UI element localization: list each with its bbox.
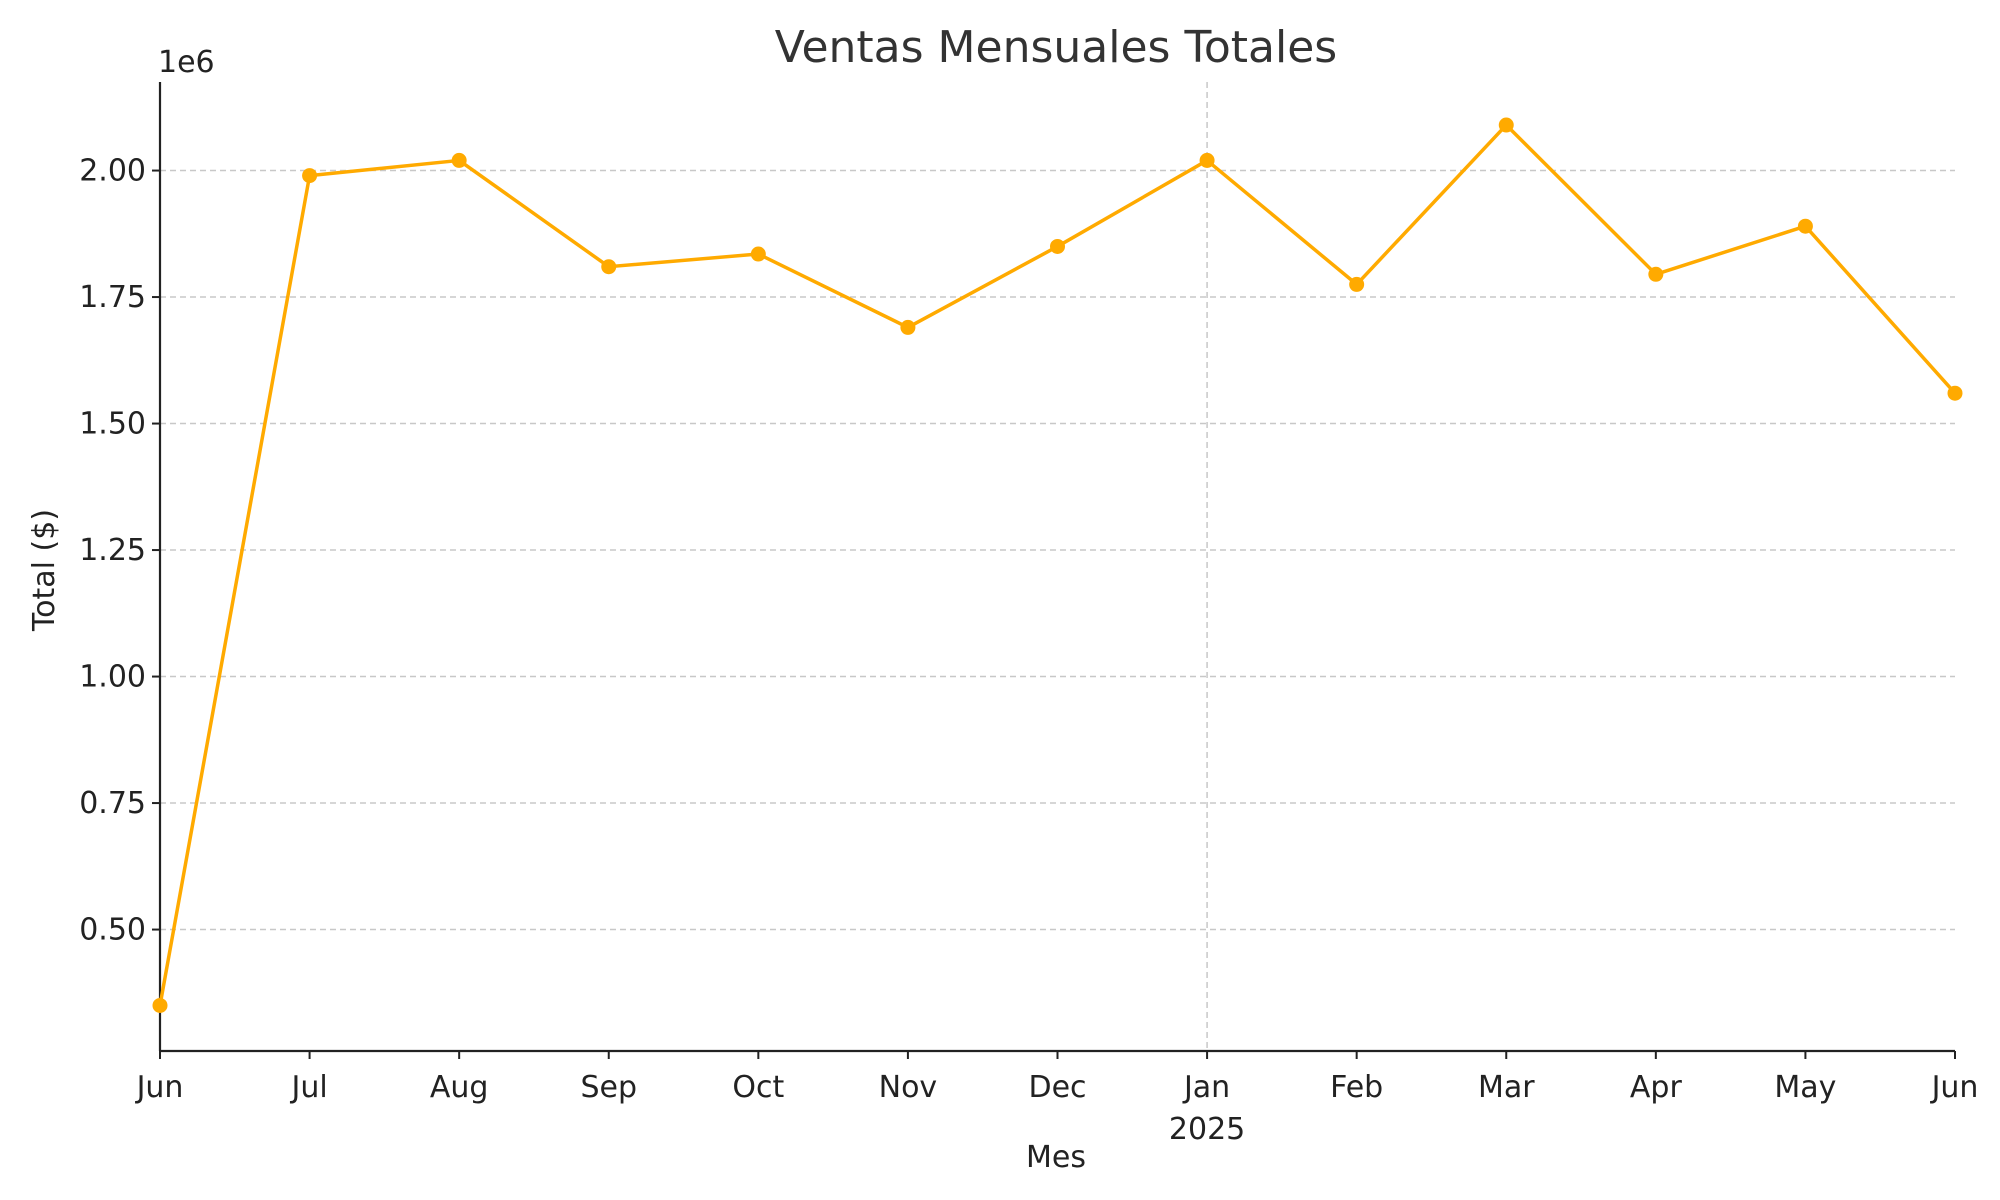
data-point: [1498, 117, 1514, 133]
x-tick-label: Apr: [1630, 1070, 1683, 1105]
y-axis-offset-label: 1e6: [158, 45, 215, 80]
y-tick-label: 1.50: [79, 407, 146, 442]
data-point: [1797, 218, 1813, 234]
data-point: [1050, 238, 1065, 254]
series-line: [158, 123, 1957, 1006]
x-tick-label: Sep: [580, 1070, 637, 1105]
data-point: [1349, 276, 1365, 292]
data-point: [1648, 266, 1664, 282]
x-tick-label: Jan: [1182, 1070, 1230, 1105]
y-tick-label: 0.50: [79, 913, 146, 948]
data-point: [900, 319, 916, 335]
x-tick-label: Nov: [879, 1070, 938, 1105]
y-tick-label: 1.25: [79, 533, 146, 568]
x-tick-label: Jun: [135, 1070, 184, 1105]
y-tick-label: 0.75: [79, 786, 146, 821]
chart-title: Ventas Mensuales Totales: [775, 22, 1337, 73]
x-tick-label: Jul: [289, 1070, 327, 1105]
data-point: [451, 152, 467, 168]
y-tick-label: 1.75: [79, 280, 146, 315]
data-point: [750, 246, 766, 262]
x-tick-label: Dec: [1028, 1070, 1086, 1105]
y-tick-label: 2.00: [79, 154, 146, 189]
y-axis-ticks: 0.50 0.75 1.00 1.25 1.50 1.75 2.00: [79, 154, 160, 948]
x-axis-ticks: Jun Jul Aug Sep Oct Nov Dec Jan Feb Mar Apr May Jun: [135, 1051, 1979, 1105]
x-tick-label: May: [1774, 1070, 1836, 1105]
series-total-sales: [152, 117, 1963, 1013]
grid-lines: [160, 82, 1955, 1051]
data-point: [1947, 385, 1963, 401]
x-tick-label: Jun: [1930, 1070, 1979, 1105]
x-axis-year-label: 2025: [1169, 1112, 1245, 1147]
data-point: [601, 259, 617, 275]
y-axis-label: Total ($): [27, 509, 62, 632]
x-tick-label: Feb: [1330, 1070, 1383, 1105]
x-tick-label: Oct: [732, 1070, 784, 1105]
data-point: [1199, 152, 1215, 168]
axes: [158, 82, 1955, 1053]
x-tick-label: Aug: [430, 1070, 489, 1105]
data-point: [302, 168, 318, 184]
x-tick-label: Mar: [1478, 1070, 1535, 1105]
y-tick-label: 1.00: [79, 660, 146, 695]
x-axis-label: Mes: [1026, 1140, 1086, 1175]
data-point: [152, 997, 168, 1013]
